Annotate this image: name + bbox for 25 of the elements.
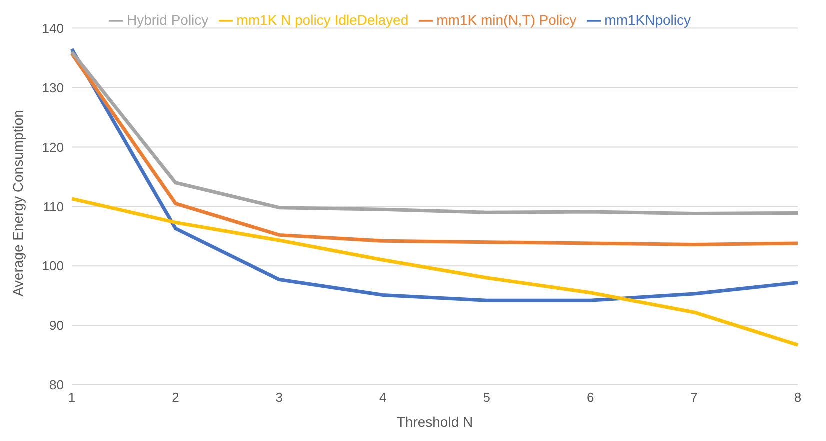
y-axis-title: Average Energy Consumption [10, 110, 26, 297]
x-axis-title: Threshold N [396, 414, 474, 430]
x-tick-label: 3 [276, 390, 284, 406]
y-tick-label: 140 [42, 20, 64, 36]
x-tick-label: 4 [380, 390, 387, 406]
y-tick-label: 100 [42, 258, 64, 274]
legend-label: mm1K N policy IdleDelayed [236, 12, 409, 28]
x-tick-label: 6 [586, 390, 594, 406]
legend-label: mm1KNpolicy [604, 12, 692, 28]
line-series [70, 52, 800, 246]
x-tick-label: 5 [483, 390, 490, 406]
line-series [70, 47, 800, 302]
legend-label: mm1K min(N,T) Policy [436, 12, 577, 28]
line-series [70, 197, 800, 347]
line-series [70, 50, 800, 216]
legend-label: Hybrid Policy [126, 12, 209, 28]
y-tick-label: 80 [50, 378, 64, 393]
y-tick-label: 120 [42, 140, 64, 155]
y-tick-label: 90 [50, 318, 64, 334]
x-tick-label: 2 [172, 390, 180, 406]
y-tick-label: 130 [42, 80, 64, 96]
x-tick-label: 1 [68, 390, 76, 406]
x-tick-label: 8 [794, 390, 802, 406]
x-tick-label: 7 [690, 390, 698, 406]
y-tick-label: 110 [43, 199, 64, 214]
